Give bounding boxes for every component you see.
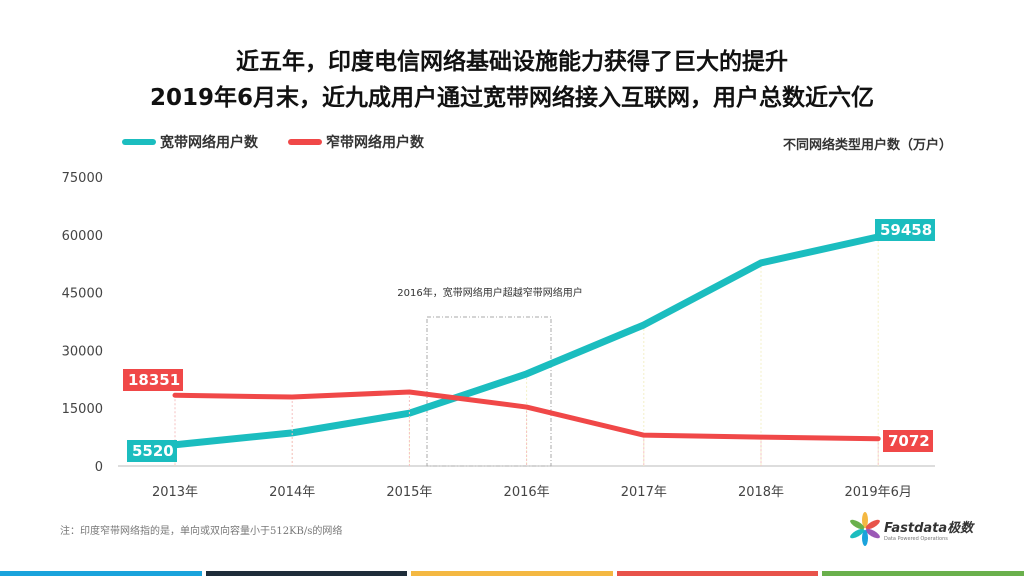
footer-bar <box>411 571 613 576</box>
data-point <box>290 430 295 435</box>
footer-color-bars <box>0 571 1024 576</box>
x-tick-label: 2013年 <box>152 485 198 500</box>
y-tick-label: 45000 <box>62 287 103 302</box>
footnote: 注：印度窄带网络指的是，单向或双向容量小于512KB/s的网络 <box>60 526 343 537</box>
y-tick-label: 30000 <box>62 344 103 359</box>
data-point <box>759 260 763 265</box>
logo-name: Fastdata极数 <box>884 520 974 536</box>
y-tick-label: 15000 <box>62 402 103 417</box>
legend-broadband: 宽带网络用户数 <box>122 132 258 152</box>
footer-bar <box>0 571 202 576</box>
data-label-narrowband-2013: 18351 <box>128 371 180 389</box>
title-line-1: 近五年，印度电信网络基础设施能力获得了巨大的提升 <box>236 49 788 75</box>
y-tick-label: 75000 <box>62 171 103 186</box>
legend-label: 宽带网络用户数 <box>160 135 258 151</box>
legend: 宽带网络用户数 窄带网络用户数 <box>122 132 424 152</box>
footer-bar <box>822 571 1024 576</box>
data-point <box>641 433 646 438</box>
legend-narrowband: 窄带网络用户数 <box>288 132 424 152</box>
data-point <box>876 436 881 441</box>
data-label-broadband-2013: 5520 <box>132 442 174 460</box>
logo: Fastdata极数 Data Powered Operations <box>850 512 973 546</box>
annotation-text: 2016年，宽带网络用户超越窄带网络用户 <box>397 286 582 299</box>
data-point <box>641 322 646 327</box>
data-label-broadband-2019-bg <box>875 219 935 241</box>
data-label-narrowband-2019: 7072 <box>888 432 930 450</box>
legend-label: 窄带网络用户数 <box>326 135 424 151</box>
series-line-0 <box>171 233 882 449</box>
footer-bar <box>205 571 408 576</box>
logo-tagline: Data Powered Operations <box>884 535 948 542</box>
x-tick-label: 2014年 <box>269 485 315 500</box>
legend-swatch <box>288 139 322 145</box>
data-point <box>290 395 295 400</box>
x-tick-label: 2015年 <box>386 485 432 500</box>
legend-swatch <box>122 139 156 145</box>
data-point <box>524 405 529 410</box>
y-tick-label: 60000 <box>62 229 103 244</box>
x-tick-label: 2019年6月 <box>845 485 912 500</box>
data-label-broadband-2019: 59458 <box>880 221 932 239</box>
annotation-box <box>426 316 552 467</box>
x-tick-label: 2016年 <box>504 485 550 500</box>
data-point <box>173 393 177 398</box>
data-label-narrowband-2019-bg <box>883 430 933 452</box>
data-label-narrowband-2013-bg <box>123 369 183 391</box>
flower-logo-icon <box>850 512 880 546</box>
y-axis-unit: 不同网络类型用户数（万户） <box>782 138 952 153</box>
title-line-2: 2019年6月末，近九成用户通过宽带网络接入互联网，用户总数近六亿 <box>149 85 875 111</box>
data-label-broadband-2013-bg <box>127 440 177 462</box>
x-tick-label: 2018年 <box>738 485 784 500</box>
x-tick-label: 2017年 <box>621 485 667 500</box>
data-point <box>759 435 763 440</box>
y-tick-label: 0 <box>95 460 103 475</box>
footer-bar <box>616 571 819 576</box>
data-point <box>407 390 412 395</box>
data-point <box>524 371 529 376</box>
